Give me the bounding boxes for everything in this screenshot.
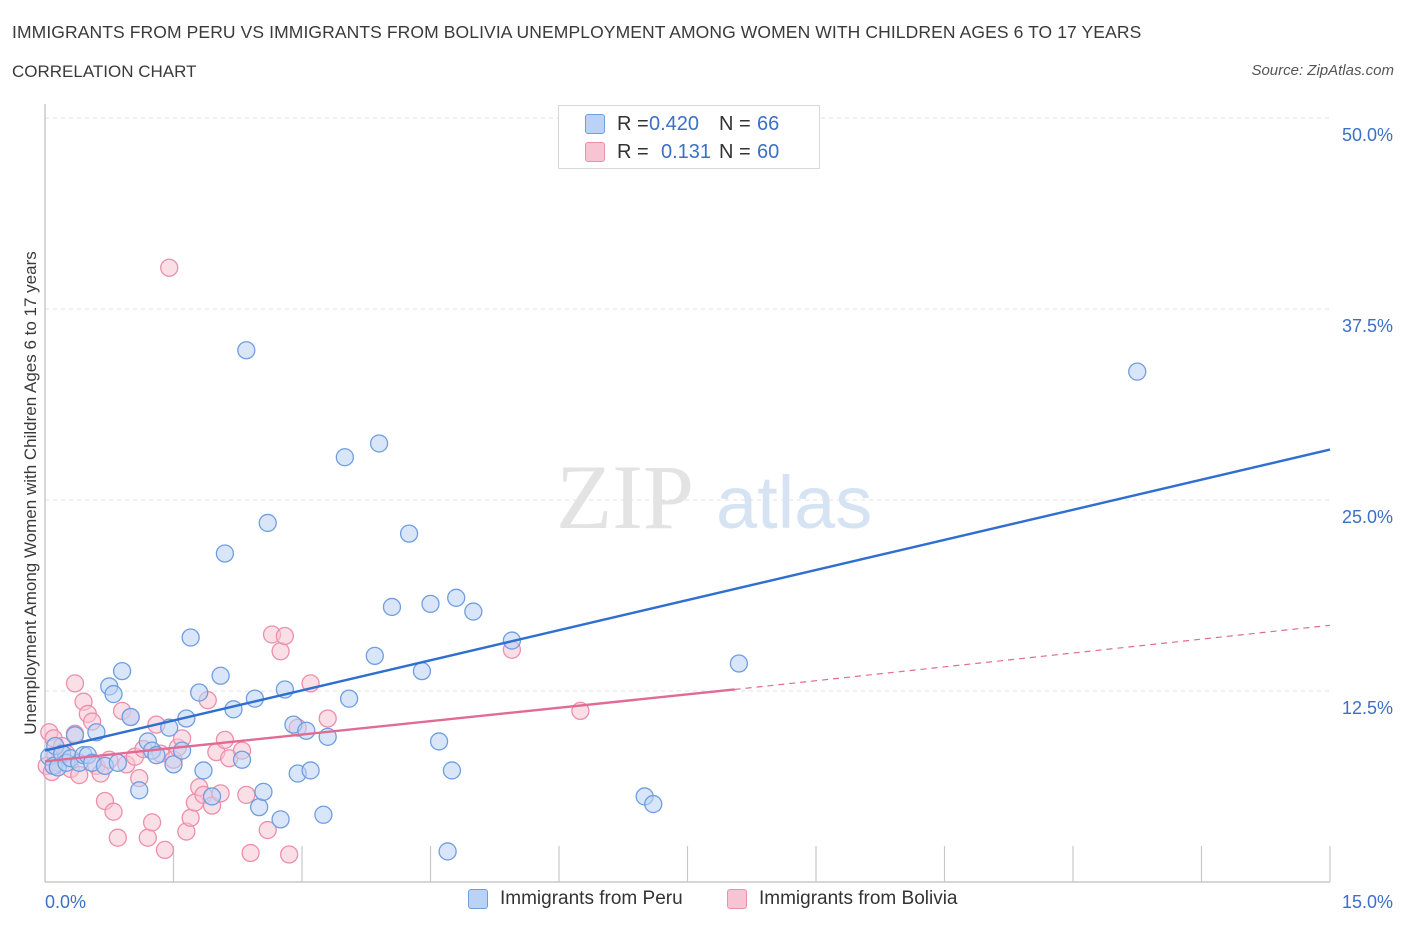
peru-point [108, 753, 127, 772]
legend-label-peru: Immigrants from Peru [500, 888, 683, 909]
peru-point [104, 684, 123, 704]
peru-points [40, 341, 1147, 861]
zipatlas-watermark: ZIP atlas [556, 446, 872, 548]
n-value: 60 [757, 140, 780, 163]
peru-point [412, 661, 432, 681]
peru-point [339, 689, 359, 708]
bolivia-point [142, 813, 162, 832]
peru-point [258, 513, 277, 533]
peru-point [164, 755, 183, 774]
peru-point [130, 781, 149, 800]
legend-item-peru[interactable]: Immigrants from Peru [468, 888, 683, 910]
bolivia-point [181, 808, 200, 827]
watermark-zip: ZIP [556, 446, 694, 548]
bolivia-point [241, 843, 260, 863]
bolivia-point [237, 785, 256, 805]
peru-point [365, 646, 384, 666]
x-tick-labels: 0.0% 15.0% [45, 892, 1393, 912]
legend-row-bolivia: R = 0.131 N = 60 [585, 139, 779, 165]
bolivia-point [318, 709, 337, 728]
peru-point [442, 761, 462, 780]
series-legend: Immigrants from Peru Immigrants from Bol… [0, 888, 1406, 918]
y-tick-label: 50.0% [1342, 125, 1393, 145]
n-value: 66 [757, 112, 780, 135]
peru-point [237, 341, 256, 360]
r-value: 0.131 [661, 140, 712, 163]
chart-subtitle: CORRELATION CHART [12, 62, 197, 81]
y-tick-label: 25.0% [1342, 507, 1393, 527]
x-tick-label-max: 15.0% [1342, 892, 1393, 912]
peru-point [202, 787, 222, 806]
peru-point [421, 594, 440, 614]
peru-swatch [468, 889, 488, 909]
peru-point [335, 448, 354, 467]
peru-point [301, 761, 320, 780]
bolivia-point [155, 840, 175, 860]
bolivia-swatch [585, 142, 605, 162]
peru-point [271, 810, 290, 829]
peru-point [382, 597, 402, 617]
bolivia-point [271, 642, 290, 661]
bolivia-point [108, 828, 127, 847]
bolivia-swatch [727, 889, 747, 909]
peru-swatch [585, 114, 605, 134]
source-credit: Source: ZipAtlas.com [1251, 62, 1394, 79]
peru-trend-line [44, 448, 1331, 752]
y-tick-label: 37.5% [1342, 316, 1393, 336]
peru-point [254, 782, 273, 801]
bolivia-point [65, 674, 85, 693]
peru-point [211, 666, 230, 685]
y-tick-labels: 12.5% 25.0% 37.5% 50.0% [1342, 125, 1393, 718]
peru-point [314, 805, 333, 824]
peru-point [729, 654, 749, 673]
x-tick-label-min: 0.0% [45, 892, 86, 912]
peru-point [121, 707, 140, 727]
peru-point [369, 434, 389, 453]
peru-point [250, 797, 269, 817]
peru-point [447, 588, 466, 607]
bolivia-point [279, 845, 299, 864]
bolivia-trend-extension [734, 624, 1331, 691]
peru-point [464, 602, 483, 621]
correlation-legend: R = 0.420 N = 66 R = 0.131 N = 60 [558, 105, 820, 169]
bolivia-trend-line [44, 688, 735, 763]
peru-point [194, 761, 213, 780]
peru-point [172, 741, 192, 760]
n-label: N = [719, 112, 751, 135]
n-label: N = [719, 140, 751, 163]
bolivia-point [104, 802, 123, 821]
peru-point [181, 628, 200, 647]
peru-point [215, 544, 235, 563]
legend-row-peru: R = 0.420 N = 66 [585, 111, 779, 137]
bolivia-point [138, 828, 157, 847]
peru-point [112, 661, 132, 681]
bolivia-point [258, 820, 277, 840]
watermark-atlas: atlas [716, 461, 872, 544]
legend-item-bolivia[interactable]: Immigrants from Bolivia [727, 888, 958, 910]
peru-point [297, 721, 316, 740]
r-value: 0.420 [649, 112, 700, 135]
r-label: R = [617, 112, 649, 135]
peru-point [429, 732, 449, 751]
r-label: R = [617, 140, 649, 163]
peru-point [245, 689, 265, 708]
peru-point [190, 683, 209, 702]
peru-point [232, 750, 252, 769]
y-tick-label: 12.5% [1342, 698, 1393, 718]
peru-point [224, 700, 243, 719]
peru-point [1128, 362, 1147, 381]
bolivia-point [275, 626, 295, 646]
gridlines [45, 117, 1330, 692]
peru-point [644, 794, 663, 814]
legend-label-bolivia: Immigrants from Bolivia [759, 888, 958, 909]
bolivia-point [160, 258, 179, 277]
trend-lines [44, 448, 1331, 763]
peru-point [399, 524, 419, 543]
y-axis-label: Unemployment Among Women with Children A… [21, 251, 40, 735]
chart-title: IMMIGRANTS FROM PERU VS IMMIGRANTS FROM … [12, 22, 1142, 42]
bolivia-point [215, 730, 235, 750]
peru-point [438, 842, 457, 861]
